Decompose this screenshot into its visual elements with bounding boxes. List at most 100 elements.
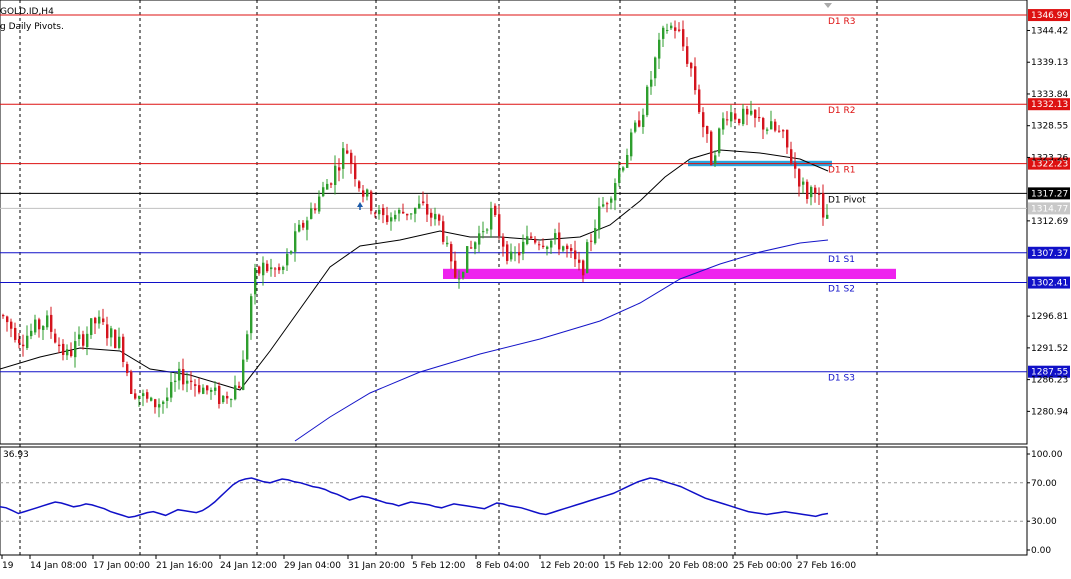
candle-body — [310, 208, 313, 219]
candle-body — [618, 169, 621, 183]
candle-body — [514, 252, 517, 254]
candle-body — [298, 224, 301, 232]
candle-body — [346, 150, 349, 154]
price-label: 1323.26 — [1031, 153, 1068, 163]
candle-body — [678, 29, 681, 31]
candle-body — [614, 183, 617, 201]
candle-body — [2, 315, 5, 317]
candle-body — [34, 319, 37, 333]
time-label: 29 Jan 04:00 — [284, 561, 341, 571]
candle-body — [418, 203, 421, 209]
main-plot-frame — [0, 0, 1028, 445]
candle-body — [278, 267, 281, 271]
candle-body — [518, 251, 521, 256]
candlesticks — [2, 20, 829, 418]
candle-body — [602, 204, 605, 207]
price-label: 1291.52 — [1031, 344, 1068, 354]
candle-body — [762, 118, 765, 130]
ma-short-line — [0, 149, 829, 391]
rsi-value-label: 36.93 — [3, 450, 29, 460]
candle-body — [650, 79, 653, 87]
candle-body — [438, 214, 441, 221]
candle-body — [450, 244, 453, 262]
candle-body — [38, 319, 41, 330]
pivot-price-tag — [1028, 98, 1070, 111]
candle-body — [126, 364, 129, 373]
candle-body — [42, 326, 45, 331]
price-axis: 1344.42 1339.13 1333.84 1328.55 1323.26 1312.… — [1027, 26, 1068, 417]
candle-body — [666, 29, 669, 31]
candle-body — [202, 387, 205, 394]
candle-body — [58, 344, 61, 347]
candle-body — [802, 181, 805, 185]
candle-body — [402, 211, 405, 214]
candle-body — [562, 246, 565, 251]
pivot-price-tag — [1028, 157, 1070, 170]
candle-body — [334, 165, 337, 186]
candle-body — [62, 343, 65, 355]
candle-body — [206, 385, 209, 391]
candle-body — [406, 213, 409, 216]
candle-body — [394, 214, 397, 220]
moving-average-long — [294, 239, 829, 442]
candle-body — [434, 213, 437, 220]
candle-body — [522, 241, 525, 254]
candle-body — [342, 148, 345, 169]
candle-body — [458, 278, 461, 280]
candle-body — [242, 359, 245, 390]
candle-body — [626, 154, 629, 168]
candle-body — [566, 245, 569, 250]
candle-body — [534, 238, 537, 243]
candle-body — [422, 201, 425, 204]
candle-body — [426, 204, 429, 215]
candle-body — [446, 242, 449, 245]
candle-body — [630, 132, 633, 157]
candle-body — [582, 260, 585, 276]
candle-body — [698, 89, 701, 113]
price-label: 1286.23 — [1031, 376, 1068, 386]
time-label: 31 Jan 20:00 — [348, 561, 405, 571]
candle-body — [318, 196, 321, 212]
candle-body — [354, 163, 357, 180]
candle-body — [822, 193, 825, 218]
pivot-price-tag-text: 1302.41 — [1031, 279, 1068, 289]
candle-body — [246, 334, 249, 360]
candle-body — [798, 169, 801, 187]
candle-body — [598, 206, 601, 230]
candle-body — [794, 162, 797, 169]
candle-body — [470, 247, 473, 249]
candle-body — [718, 128, 721, 154]
candle-body — [118, 336, 121, 348]
candle-body — [134, 393, 137, 399]
candle-body — [10, 321, 13, 329]
candle-body — [702, 112, 705, 128]
candle-body — [378, 209, 381, 215]
candle-body — [662, 27, 665, 39]
candle-body — [790, 149, 793, 164]
candle-body — [142, 393, 145, 397]
bid-price-tag-text: 1314.77 — [1031, 204, 1068, 214]
candle-body — [22, 344, 25, 347]
rsi-indicator: 100.00 70.00 30.00 0.00 — [0, 450, 1063, 556]
candle-body — [738, 118, 741, 124]
pivot-price-tag-text: 1322.23 — [1031, 160, 1068, 170]
candle-body — [646, 86, 649, 116]
pivot-price-tag — [1028, 365, 1070, 378]
candle-body — [254, 267, 257, 295]
chart-shift-marker[interactable] — [824, 3, 832, 8]
candle-body — [366, 189, 369, 197]
candle-body — [6, 316, 9, 323]
price-label: 1312.69 — [1031, 217, 1068, 227]
candle-body — [270, 267, 273, 270]
candle-body — [286, 253, 289, 266]
candle-body — [138, 395, 141, 399]
candle-body — [154, 399, 157, 408]
candle-body — [482, 231, 485, 233]
candle-body — [766, 129, 769, 131]
candle-body — [90, 318, 93, 335]
pivot-price-tag — [1028, 246, 1070, 259]
price-label: 1280.94 — [1031, 407, 1068, 417]
candle-body — [642, 114, 645, 127]
